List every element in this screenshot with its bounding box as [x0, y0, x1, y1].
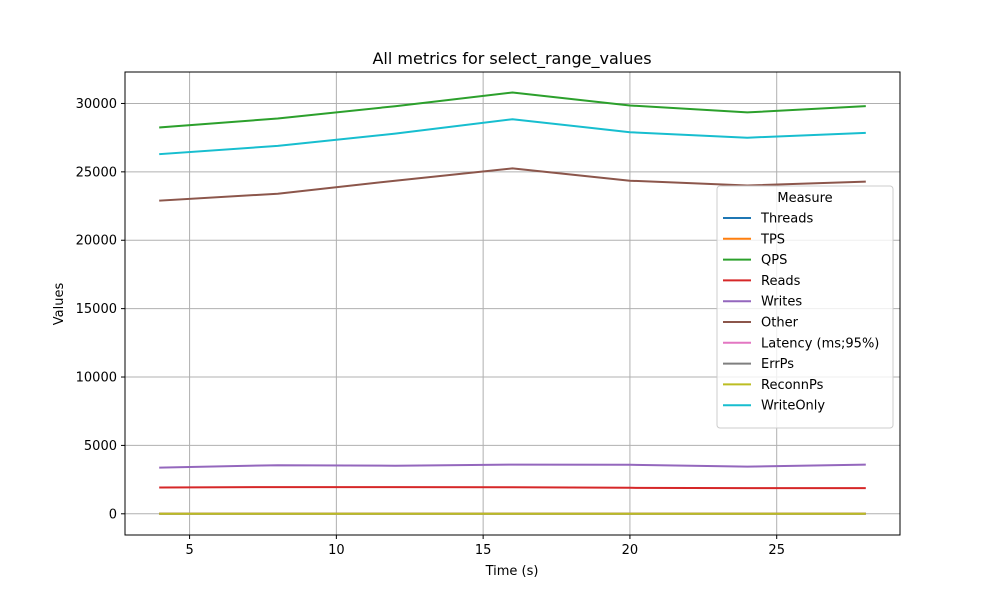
y-tick-label: 10000 [76, 371, 117, 386]
series-line-writeonly [159, 118, 866, 156]
x-tick-label: 10 [328, 543, 345, 558]
y-axis-label: Values [52, 283, 67, 326]
legend-entry-label: TPS [760, 232, 785, 247]
legend-entry-label: Other [761, 316, 799, 331]
legend: Measure Threads TPS QPS Reads Writes Other Late… [716, 185, 894, 429]
y-tick-label: 15000 [76, 302, 117, 317]
legend-entry-label: Threads [760, 212, 813, 227]
series-line-writes [159, 463, 866, 469]
legend-entry-label: Writes [761, 295, 802, 310]
axis-ticks: 5 10 15 20 25 0 5000 10000 15000 20000 25000 30000 [76, 97, 785, 558]
series-line-reads [159, 486, 866, 490]
legend-entry-label: WriteOnly [761, 399, 825, 414]
y-tick-label: 25000 [76, 165, 117, 180]
legend-entry-label: Latency (ms;95%) [761, 336, 879, 351]
plot-frame [124, 71, 901, 536]
legend-entry-label: ErrPs [761, 357, 794, 372]
y-tick-label: 20000 [76, 234, 117, 249]
series-line-qps [159, 91, 866, 129]
x-tick-label: 25 [768, 543, 785, 558]
y-tick-label: 5000 [84, 439, 117, 454]
x-tick-label: 5 [185, 543, 193, 558]
y-tick-label: 30000 [76, 97, 117, 112]
y-tick-label: 0 [109, 507, 117, 522]
chart-title: All metrics for select_range_values [372, 49, 651, 69]
legend-entry-label: ReconnPs [761, 378, 824, 393]
legend-box [716, 185, 894, 429]
legend-entry-label: Reads [761, 274, 801, 289]
legend-entry-label: QPS [761, 253, 787, 268]
x-tick-label: 15 [475, 543, 492, 558]
legend-title: Measure [777, 191, 832, 206]
series-lines [159, 91, 866, 515]
x-axis-label: Time (s) [485, 564, 539, 579]
x-tick-label: 20 [622, 543, 639, 558]
